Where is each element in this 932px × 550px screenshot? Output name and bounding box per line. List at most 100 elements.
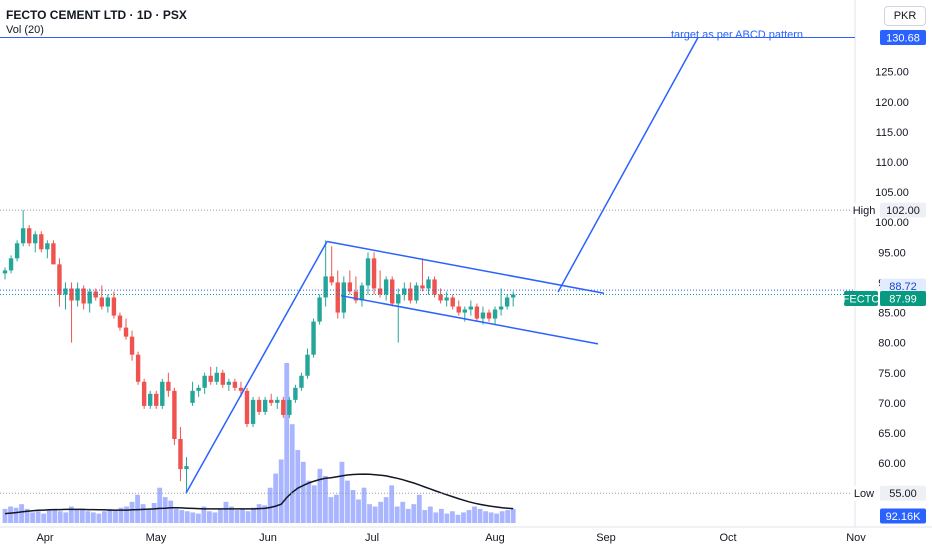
- candle: [214, 366, 219, 385]
- candle-body: [51, 243, 56, 265]
- candle: [511, 291, 516, 307]
- candle-body: [57, 264, 62, 295]
- volume-bar: [444, 513, 450, 523]
- price-tag-box: [880, 508, 926, 524]
- candle-body: [148, 393, 153, 406]
- candle-body: [426, 279, 431, 289]
- volume-bar: [383, 497, 389, 523]
- candle-body: [359, 285, 365, 301]
- candle-body: [377, 288, 383, 295]
- candle-body: [141, 381, 147, 406]
- candle: [474, 303, 480, 322]
- candle-body: [287, 399, 292, 415]
- candle: [359, 282, 365, 307]
- candle: [256, 396, 262, 415]
- currency-button[interactable]: PKR: [884, 6, 926, 26]
- candle-body: [99, 297, 104, 307]
- price-axis[interactable]: 125.00 120.00 115.00 110.00 105.00 100.00 95.0…: [843, 29, 926, 524]
- candle-body: [438, 294, 443, 301]
- x-tick-label: Jun: [259, 532, 277, 544]
- candle: [383, 276, 389, 301]
- x-tick-label: May: [146, 532, 167, 544]
- volume-bar: [162, 497, 168, 523]
- volume-bar: [8, 506, 13, 523]
- x-tick-label: Aug: [485, 532, 505, 544]
- volume-bar: [2, 508, 8, 523]
- volume-bar: [124, 506, 129, 523]
- x-tick-label: Nov: [846, 532, 866, 544]
- volume-bar: [422, 510, 428, 523]
- price-tag: 102.00 High: [850, 202, 926, 218]
- volume-bar: [372, 506, 378, 523]
- candle-body: [214, 372, 219, 382]
- price-tag-label-box: [850, 485, 878, 501]
- candle-body: [311, 321, 316, 355]
- candle-body: [444, 297, 449, 301]
- volume-bar: [52, 508, 58, 523]
- channel-upper-line: [326, 240, 605, 295]
- volume-bar: [389, 485, 395, 523]
- candle-body: [63, 288, 68, 295]
- volume-bar: [90, 512, 96, 523]
- y-tick-label: 100.00: [875, 217, 909, 229]
- candle-body: [202, 375, 207, 388]
- candle-body: [208, 375, 213, 382]
- pattern-annotation: target as per ABCD pattern: [671, 29, 803, 41]
- volume-bar: [334, 494, 339, 523]
- candlestick-series: [2, 210, 516, 494]
- candle-body: [75, 288, 80, 301]
- volume-bar: [30, 512, 36, 523]
- volume-bar: [63, 512, 69, 523]
- volume-bar: [262, 505, 268, 523]
- price-tag: 130.68: [880, 29, 926, 45]
- volume-bar: [505, 510, 511, 523]
- candle: [414, 282, 419, 304]
- candle: [244, 387, 250, 427]
- candle-body: [511, 294, 516, 298]
- candle-body: [420, 285, 425, 289]
- candle-body: [408, 288, 413, 301]
- candle-body: [45, 243, 50, 250]
- volume-bar: [113, 510, 118, 523]
- price-tag: 55.00 Low: [850, 485, 926, 501]
- time-axis[interactable]: Apr May Jun Jul Aug Sep Oct Nov: [36, 532, 866, 544]
- volume-bar: [190, 512, 196, 523]
- candle: [8, 255, 14, 274]
- volume-histogram: [2, 363, 516, 523]
- y-tick-label: 70.00: [878, 398, 906, 410]
- volume-bar: [129, 501, 135, 523]
- candle-body: [129, 336, 135, 355]
- candle-body: [154, 393, 159, 406]
- volume-bar: [400, 501, 406, 523]
- candle-body: [305, 354, 310, 376]
- candle: [172, 387, 177, 446]
- candle: [93, 288, 98, 301]
- volume-bar: [461, 512, 466, 523]
- candle-body: [135, 354, 141, 382]
- candle: [51, 240, 56, 265]
- symbol-title[interactable]: FECTO CEMENT LTD · 1D · PSX: [6, 8, 187, 22]
- candle-body: [474, 306, 480, 319]
- y-tick-label: 110.00: [876, 157, 909, 169]
- candle: [438, 288, 443, 304]
- volume-bar: [256, 504, 262, 523]
- volume-bar: [74, 510, 80, 523]
- candle-body: [365, 258, 371, 286]
- volume-indicator-label[interactable]: Vol (20): [6, 24, 44, 36]
- candle-body: [256, 399, 262, 412]
- volume-bar: [79, 508, 85, 523]
- candle-body: [117, 315, 123, 328]
- volume-bar: [311, 485, 317, 523]
- candle-body: [317, 297, 322, 322]
- volume-bar: [68, 506, 74, 523]
- volume-bar: [157, 487, 163, 523]
- volume-bar: [339, 461, 345, 523]
- candle-body: [39, 234, 44, 250]
- candle-body: [269, 399, 274, 403]
- volume-bar: [350, 490, 356, 523]
- abcd-pattern-drawing[interactable]: target as per ABCD pattern: [0, 29, 855, 494]
- candle: [396, 288, 401, 343]
- volume-bar: [24, 508, 30, 523]
- candle: [45, 240, 50, 259]
